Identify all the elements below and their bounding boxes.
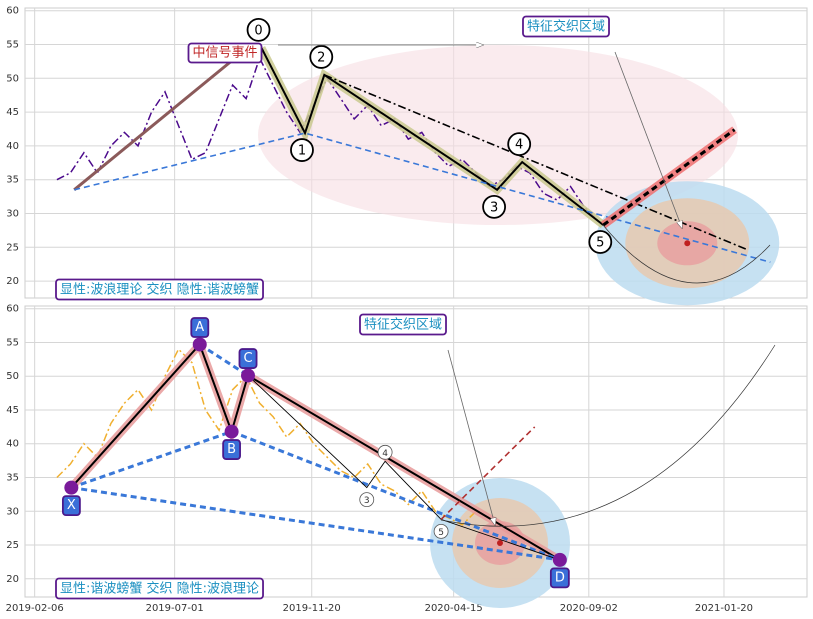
pivot-label: 0 bbox=[254, 23, 262, 38]
wave-label: 4 bbox=[382, 449, 388, 459]
wave-badge bbox=[359, 492, 375, 508]
y-tick-label: 50 bbox=[6, 73, 19, 84]
pivot-badge bbox=[507, 132, 532, 157]
projection-line bbox=[70, 430, 561, 562]
y-tick-label: 40 bbox=[6, 141, 19, 152]
pivot-label: 5 bbox=[596, 235, 604, 250]
y-tick-label: 45 bbox=[6, 405, 19, 416]
y-tick-label: 20 bbox=[6, 276, 19, 287]
pivot-marker bbox=[224, 424, 239, 439]
pivot-badge bbox=[290, 138, 314, 162]
label-box bbox=[187, 42, 263, 64]
projection-line bbox=[71, 486, 561, 562]
label-box bbox=[549, 567, 570, 589]
target-point bbox=[684, 240, 691, 247]
y-tick-label: 45 bbox=[6, 107, 19, 118]
projection-arc bbox=[602, 224, 771, 284]
pivot-marker bbox=[64, 480, 79, 495]
label-box bbox=[55, 577, 264, 600]
price-line bbox=[56, 347, 490, 526]
projection-line bbox=[73, 53, 241, 191]
plot-frame bbox=[24, 305, 808, 598]
y-tick-label: 25 bbox=[6, 242, 19, 253]
pivot-badge bbox=[482, 194, 506, 219]
x-tick-label: 2020-04-15 bbox=[425, 603, 483, 614]
label-box bbox=[55, 278, 264, 301]
annotation: 特征交织区域 bbox=[364, 317, 442, 333]
caption: 显性:波浪理论 交织 隐性:谐波螃蟹 bbox=[60, 282, 259, 298]
x-tick-label: 2019-07-01 bbox=[146, 603, 204, 614]
x-tick-label: 2019-02-06 bbox=[6, 603, 64, 614]
pointer-arrow bbox=[447, 349, 495, 525]
projection-arc bbox=[440, 344, 776, 527]
pivot-label: 1 bbox=[298, 144, 306, 159]
projection-line bbox=[247, 375, 560, 561]
annotation: 特征交织区域 bbox=[527, 19, 605, 35]
pivot-badge bbox=[588, 230, 613, 254]
interweave-region bbox=[258, 45, 738, 225]
y-tick-label: 50 bbox=[6, 371, 19, 382]
projection-line bbox=[323, 74, 749, 251]
y-tick-label: 35 bbox=[6, 472, 19, 483]
projection-line bbox=[440, 426, 536, 520]
pivot-label: C bbox=[243, 351, 252, 366]
pivot-label: D bbox=[555, 570, 565, 585]
pivot-label: 3 bbox=[490, 200, 498, 215]
pivot-marker bbox=[192, 337, 207, 352]
pivot-marker bbox=[241, 368, 256, 383]
y-tick-label: 60 bbox=[6, 304, 19, 315]
pivot-marker bbox=[552, 552, 567, 567]
pivot-label: 4 bbox=[515, 138, 523, 153]
projection-line bbox=[602, 128, 736, 227]
label-box bbox=[222, 439, 241, 460]
caption: 显性:谐波螃蟹 交织 隐性:波浪理论 bbox=[60, 581, 259, 597]
target-point bbox=[496, 539, 503, 546]
label-box bbox=[359, 313, 447, 336]
y-tick-label: 55 bbox=[6, 40, 19, 51]
label-box bbox=[238, 348, 258, 369]
y-tick-label: 30 bbox=[6, 209, 19, 220]
pivot-badge bbox=[309, 45, 334, 69]
pivot-label: 2 bbox=[317, 50, 325, 65]
annotation: 中信号事件 bbox=[192, 46, 257, 61]
pivot-badge bbox=[246, 17, 271, 42]
y-tick-label: 25 bbox=[6, 540, 19, 551]
x-tick-label: 2020-09-02 bbox=[560, 603, 618, 614]
y-tick-label: 60 bbox=[6, 6, 19, 17]
y-tick-label: 30 bbox=[6, 506, 19, 517]
pivot-label: A bbox=[195, 320, 204, 335]
x-tick-label: 2019-11-20 bbox=[283, 603, 341, 614]
label-box bbox=[522, 15, 610, 38]
pattern-line bbox=[260, 47, 604, 226]
y-tick-label: 55 bbox=[6, 337, 19, 348]
wave-badge bbox=[377, 444, 393, 460]
pointer-arrow bbox=[614, 51, 682, 228]
x-tick-label: 2021-01-20 bbox=[695, 603, 753, 614]
y-tick-label: 20 bbox=[6, 574, 19, 585]
label-box bbox=[61, 495, 81, 517]
wave-label: 3 bbox=[364, 496, 370, 506]
y-tick-label: 40 bbox=[6, 439, 19, 450]
label-box bbox=[190, 317, 210, 338]
y-tick-label: 35 bbox=[6, 175, 19, 186]
pivot-label: B bbox=[227, 442, 236, 457]
wave-badge bbox=[433, 523, 449, 539]
pivot-label: X bbox=[67, 498, 76, 513]
wave-label: 5 bbox=[438, 528, 444, 538]
